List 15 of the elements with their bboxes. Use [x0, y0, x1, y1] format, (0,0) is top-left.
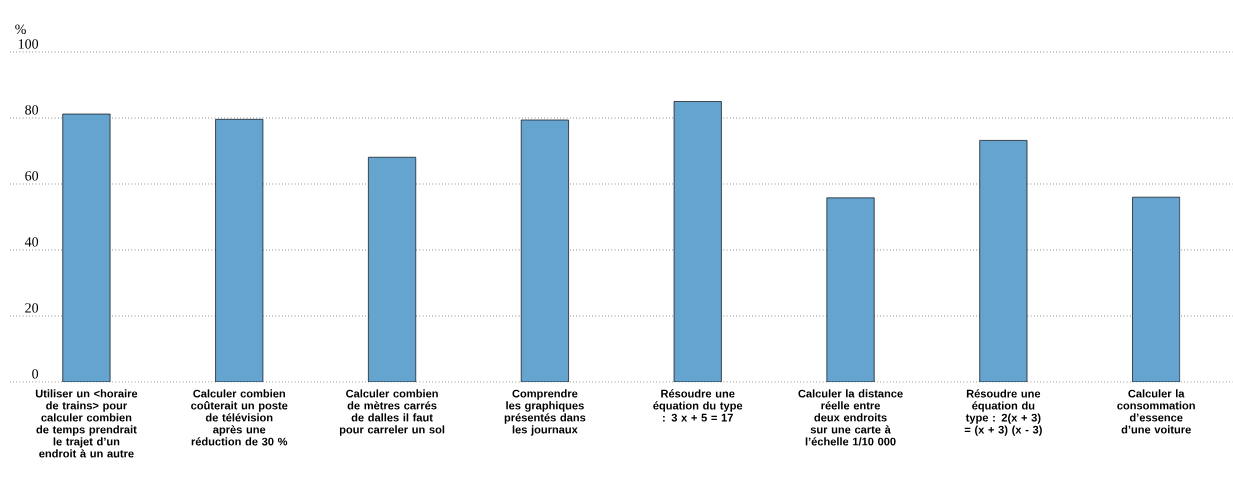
x-tick-label: Résoudre une équation du type : 2(x + 3) = (x + 3) (x - 3) [964, 389, 1042, 436]
x-tick-label: Calculer la consommation d’essence d’une voiture [1117, 389, 1195, 434]
y-tick-label: 0 [32, 369, 39, 379]
x-tick-label: Calculer combien de mètres carrés de dalles il faut pour carreler un sol [339, 389, 445, 436]
x-tick-label: Comprendre les graphiques présentés dans les journaux [504, 389, 586, 436]
x-tick-label: Calculer combien coûterait un poste de télévision après une réduction de 30 % [191, 389, 288, 446]
x-tick-label: Calculer la distance réelle entre deux endroits sur une carte à l’échelle 1/10 000 [798, 389, 903, 446]
y-tick-label: 40 [24, 237, 39, 247]
y-tick-label: 60 [25, 171, 39, 181]
y-tick-label: 20 [25, 303, 39, 313]
y-tick-label: 80 [25, 105, 39, 115]
y-axis-title: % [15, 24, 26, 34]
y-tick-label: 100 [18, 39, 39, 49]
x-tick-label: Résoudre une équation du type : 3 x + 5 = 17 [653, 389, 743, 422]
x-tick-label: Utiliser un <horaire de trains> pour calculer combien de temps prendrait le trajet d’un endroit à un autre [35, 389, 138, 458]
